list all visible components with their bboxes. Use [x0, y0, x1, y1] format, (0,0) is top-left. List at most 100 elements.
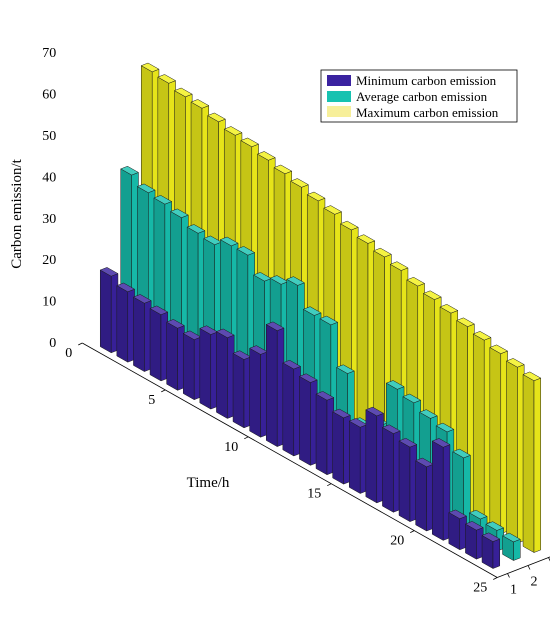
bar-max-h21: [472, 331, 492, 525]
x-axis-title: Time/h: [187, 475, 230, 491]
bar-top-face: [240, 137, 259, 147]
x-tick-label: 25: [473, 581, 487, 596]
bar-front-face: [472, 333, 485, 525]
bar-min-h19: [398, 438, 418, 522]
bar-min-h12: [282, 359, 301, 457]
bar-min-h18: [382, 424, 401, 513]
bar-top-face: [223, 126, 243, 136]
bar-top-face: [220, 236, 239, 247]
bar-top-face: [265, 321, 285, 331]
z-axis-title: Carbon emission/t: [9, 158, 25, 268]
bar-front-face: [382, 427, 394, 513]
bar-top-face: [315, 391, 335, 401]
legend-label-avg: Average carbon emission: [356, 89, 488, 104]
bar-top-face: [522, 371, 542, 381]
bar-min-h3: [133, 294, 152, 372]
x-tick-mark: [327, 483, 332, 487]
bar-avg-h24: [502, 532, 521, 561]
bar-top-face: [166, 319, 185, 329]
bar-top-face: [356, 234, 376, 244]
legend-box: [320, 69, 518, 123]
bar-min-h11: [265, 321, 285, 447]
bar-min-h8: [216, 328, 235, 419]
bar-front-face: [182, 333, 195, 400]
bar-front-face: [522, 374, 535, 553]
x-tick-label: 15: [307, 487, 321, 502]
z-tick-label: 30: [42, 212, 56, 227]
bar-max-h23: [506, 358, 525, 544]
bar-top-face: [286, 276, 305, 286]
bar-front-face: [133, 296, 145, 372]
bar-front-face: [116, 285, 129, 363]
bar-min-h6: [182, 330, 202, 400]
bar-top-face: [120, 165, 139, 176]
bar-min-h9: [232, 350, 252, 429]
bar-top-face: [423, 290, 442, 300]
bar-min-h4: [149, 305, 169, 382]
bar-top-face: [290, 178, 309, 188]
x-tick-label: 5: [148, 393, 155, 408]
bar-top-face: [448, 509, 467, 519]
bar-top-face: [406, 277, 425, 287]
x-tick-mark: [410, 530, 415, 533]
bar-front-face: [232, 353, 245, 429]
x-tick-label: 0: [65, 346, 72, 361]
z-tick-label: 0: [49, 336, 56, 351]
bar-top-face: [456, 317, 475, 327]
bar-top-face: [452, 448, 471, 459]
bar-top-face: [319, 315, 338, 326]
bar-top-face: [257, 151, 276, 161]
x-tick-mark: [78, 342, 83, 346]
bar-top-face: [273, 164, 293, 175]
bar-front-face: [448, 512, 461, 551]
bar-top-face: [133, 294, 152, 304]
bar-front-face: [489, 347, 502, 535]
bar-min-h1: [99, 267, 119, 354]
legend-label-max: Maximum carbon emission: [356, 105, 499, 120]
legend-swatch-min: [327, 75, 351, 86]
bar-top-face: [465, 521, 484, 531]
x-axis-line: [82, 342, 498, 578]
bar-front-face: [365, 409, 378, 504]
bar-min-h15: [332, 408, 351, 485]
bar-top-face: [336, 364, 355, 374]
bar-min-h22: [448, 509, 467, 551]
bar-front-face: [431, 440, 444, 541]
bar-front-face: [398, 440, 411, 522]
bar-front-face: [149, 308, 162, 382]
bar-min-h23: [465, 521, 484, 560]
bar-top-face: [398, 438, 418, 448]
bar-front-face: [299, 376, 311, 466]
bar-top-face: [485, 521, 504, 531]
bar-top-face: [332, 408, 351, 419]
bar-top-face: [431, 438, 451, 448]
bar-top-face: [303, 306, 322, 316]
z-tick-label: 10: [42, 295, 56, 310]
bar-front-face: [166, 321, 178, 391]
bar-top-face: [282, 359, 301, 370]
legend: Minimum carbon emission Average carbon e…: [320, 69, 518, 123]
bar-top-face: [435, 422, 455, 433]
y-tick-label: 2: [531, 575, 538, 590]
bar-top-face: [469, 509, 488, 520]
bar-top-face: [99, 267, 119, 277]
legend-swatch-max: [327, 106, 351, 117]
bar-front-face: [415, 460, 427, 532]
bar-top-face: [365, 406, 384, 417]
x-tick-label: 10: [224, 440, 238, 455]
bar-max-h22: [489, 344, 508, 535]
bar-min-h21: [431, 438, 451, 541]
bar-top-face: [236, 246, 255, 256]
bar-top-face: [506, 358, 525, 368]
bar-top-face: [340, 220, 359, 231]
bar-front-face: [99, 269, 112, 354]
z-tick-label: 70: [42, 46, 56, 61]
bar-top-face: [299, 373, 318, 383]
bar-top-face: [149, 305, 169, 315]
bar-top-face: [306, 191, 326, 202]
bar-min-h17: [365, 406, 384, 504]
bar-top-face: [373, 247, 392, 258]
legend-swatch-avg: [327, 91, 351, 102]
y-tick-label: 1: [510, 583, 517, 598]
